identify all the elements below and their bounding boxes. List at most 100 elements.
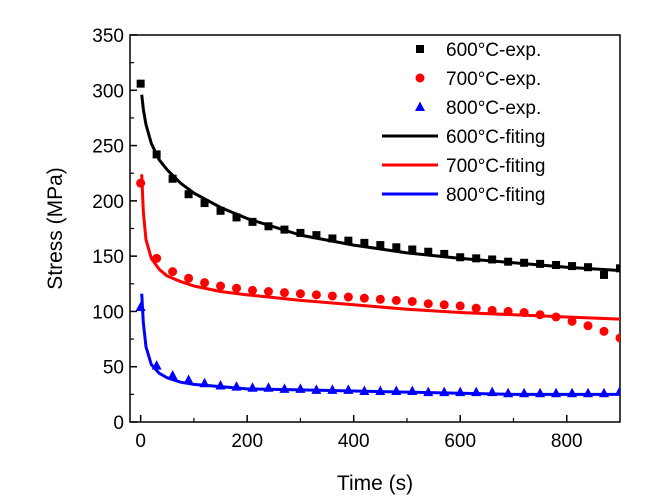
axes: 0 200 400 600 800 0 50 100 150 200 250 300 350 <box>92 26 621 452</box>
data-point <box>439 300 449 310</box>
data-point <box>263 287 273 297</box>
data-point <box>295 289 305 299</box>
data-point <box>311 290 321 300</box>
data-point <box>328 234 337 243</box>
data-point <box>503 387 514 398</box>
legend-entry-600c-fiting: 600°C-fiting <box>382 127 545 148</box>
data-point <box>455 301 465 311</box>
data-point <box>375 294 385 304</box>
data-point <box>359 385 370 396</box>
data-point <box>600 270 609 279</box>
data-point <box>615 333 620 343</box>
data-point <box>200 278 210 288</box>
legend-marker <box>415 101 425 111</box>
x-tick-label: 400 <box>338 431 370 452</box>
data-point <box>584 263 593 272</box>
data-point <box>599 326 609 336</box>
data-point <box>295 383 306 393</box>
data-point <box>456 253 465 262</box>
data-point <box>488 255 497 264</box>
x-axis-title: Time (s) <box>337 472 413 495</box>
data-point <box>232 283 242 293</box>
series-points-700c-exp <box>136 178 620 343</box>
legend-label: 800°C-exp. <box>446 98 541 119</box>
data-point <box>471 386 482 397</box>
data-point <box>248 217 257 226</box>
data-point <box>535 310 545 320</box>
data-point <box>408 245 417 254</box>
data-point <box>391 295 401 305</box>
data-point <box>168 174 177 183</box>
data-point <box>391 385 402 396</box>
data-point <box>215 380 226 390</box>
legend-entry-800c-exp: 800°C-exp. <box>415 98 541 119</box>
data-point <box>136 178 146 188</box>
data-point <box>183 374 194 384</box>
data-point <box>199 377 210 388</box>
data-point <box>152 253 162 263</box>
legend-label: 700°C-exp. <box>446 69 541 90</box>
data-point <box>152 150 161 159</box>
y-tick-label: 350 <box>92 26 124 47</box>
data-point <box>344 236 353 245</box>
data-point <box>487 386 498 397</box>
data-point <box>568 262 577 271</box>
data-point <box>359 293 369 303</box>
data-point <box>327 384 338 394</box>
data-point <box>519 308 529 318</box>
series-points-800c-exp <box>135 301 620 398</box>
data-point <box>151 360 162 370</box>
legend-label: 700°C-fiting <box>446 156 545 177</box>
legend-label: 600°C-exp. <box>446 40 541 61</box>
data-point <box>312 231 321 240</box>
data-point <box>551 387 562 398</box>
plot-area <box>135 79 620 398</box>
y-tick-label: 0 <box>113 413 124 434</box>
data-point <box>280 225 289 234</box>
data-point <box>439 386 450 397</box>
legend-marker <box>416 45 424 53</box>
data-point <box>296 228 305 237</box>
data-point <box>520 258 529 267</box>
y-tick-label: 300 <box>92 81 124 102</box>
data-point <box>327 291 337 301</box>
data-point <box>376 241 385 250</box>
data-point <box>504 257 513 266</box>
plot-frame <box>129 34 621 423</box>
data-point <box>503 306 513 316</box>
data-point <box>248 285 257 295</box>
data-point <box>279 288 289 298</box>
data-point <box>168 267 178 277</box>
data-point <box>407 385 418 396</box>
legend-marker <box>415 73 425 83</box>
x-tick-label: 0 <box>135 431 146 452</box>
data-point <box>471 303 481 313</box>
data-point <box>200 199 209 208</box>
x-tick-label: 800 <box>551 431 583 452</box>
y-tick-label: 100 <box>92 302 124 323</box>
data-point <box>247 382 258 392</box>
data-point <box>583 321 593 331</box>
data-point <box>184 190 193 199</box>
x-tick-label: 200 <box>231 431 263 452</box>
data-point <box>519 387 530 398</box>
legend-entry-700c-exp: 700°C-exp. <box>415 69 541 90</box>
data-point <box>407 296 417 306</box>
data-point <box>551 312 561 322</box>
data-point <box>599 387 610 398</box>
legend-label: 600°C-fiting <box>446 127 545 148</box>
y-tick-label: 150 <box>92 247 124 268</box>
data-point <box>360 238 369 247</box>
data-point <box>424 247 433 256</box>
series-layer <box>135 79 620 398</box>
data-point <box>216 206 225 215</box>
data-point <box>536 259 545 268</box>
legend-entry-800c-fiting: 800°C-fiting <box>382 185 545 206</box>
y-tick-label: 50 <box>103 358 124 379</box>
data-point <box>392 243 401 252</box>
data-point <box>567 316 577 326</box>
data-point <box>455 386 466 397</box>
data-point <box>279 383 290 393</box>
